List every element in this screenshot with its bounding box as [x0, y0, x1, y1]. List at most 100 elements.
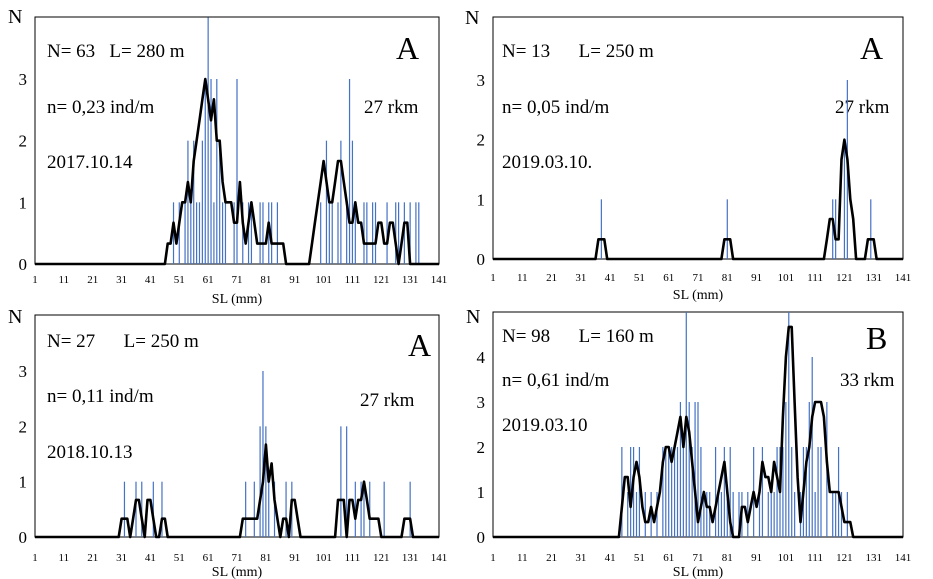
- series-line: [493, 325, 903, 539]
- smoothed-line-group: [35, 77, 439, 266]
- series-line: [35, 77, 439, 266]
- x-tick-label: 121: [373, 552, 390, 564]
- x-tick-label: 141: [895, 272, 912, 284]
- date-annotation: 2019.03.10: [502, 415, 588, 436]
- y-axis-label: N: [8, 6, 22, 28]
- smoothed-line-group: [35, 443, 439, 539]
- y-tick-label: 0: [19, 255, 28, 274]
- x-tick-label: 91: [289, 274, 300, 286]
- site-label: A: [408, 327, 431, 363]
- x-tick-label: 141: [431, 552, 448, 564]
- x-tick-label: 51: [174, 274, 185, 286]
- x-tick-label: 71: [693, 272, 704, 284]
- y-tick-labels: 0 1 2 3: [477, 71, 486, 269]
- y-tick-labels: 0 1 2 3: [19, 362, 28, 547]
- y-tick-label: 3: [477, 393, 486, 412]
- x-axis-title: SL (mm): [212, 292, 263, 307]
- x-tick-label: 61: [203, 552, 214, 564]
- rkm-annotation: 27 rkm: [360, 390, 415, 411]
- x-tick-label: 81: [260, 552, 271, 564]
- x-tick-label: 21: [87, 552, 98, 564]
- x-tick-label: 51: [174, 552, 185, 564]
- x-tick-labels: 1 11 21 31 41 51 61 71 81 91 101 111 121 131 141: [32, 274, 447, 286]
- x-tick-label: 91: [751, 552, 762, 564]
- x-tick-label: 41: [605, 552, 616, 564]
- rkm-annotation: 33 rkm: [840, 370, 895, 391]
- density-annotation: n= 0,05 ind/m: [502, 97, 610, 118]
- x-tick-label: 21: [546, 272, 557, 284]
- x-tick-label: 1: [490, 272, 496, 284]
- x-tick-label: 91: [751, 272, 762, 284]
- x-tick-label: 1: [32, 552, 38, 564]
- plot-frame: [34, 314, 440, 538]
- site-label: B: [866, 320, 887, 356]
- x-tick-label: 111: [345, 552, 361, 564]
- y-tick-label: 4: [477, 348, 486, 367]
- x-tick-label: 61: [203, 274, 214, 286]
- x-tick-label: 31: [575, 272, 586, 284]
- y-tick-label: 1: [19, 193, 28, 212]
- x-tick-label: 131: [402, 274, 419, 286]
- x-tick-label: 1: [32, 274, 38, 286]
- chart-panel-top-left: N N= 63 L= 280 m n= 0,23 ind/m 2017.10.1…: [8, 6, 447, 307]
- site-label: A: [396, 30, 419, 66]
- y-tick-label: 1: [477, 190, 486, 209]
- y-tick-labels: 0 1 2 3: [19, 70, 28, 274]
- x-tick-label: 51: [634, 272, 645, 284]
- y-tick-label: 3: [19, 70, 28, 89]
- x-tick-label: 11: [517, 552, 528, 564]
- x-tick-label: 101: [315, 274, 332, 286]
- x-tick-label: 131: [402, 552, 419, 564]
- x-tick-label: 101: [315, 552, 332, 564]
- x-tick-label: 51: [634, 552, 645, 564]
- x-tick-label: 121: [373, 274, 390, 286]
- site-label: A: [860, 30, 883, 66]
- smoothed-line-group: [493, 138, 903, 261]
- x-tick-label: 91: [289, 552, 300, 564]
- y-tick-label: 0: [19, 528, 28, 547]
- counts-annotation: N= 27 L= 250 m: [47, 331, 199, 352]
- x-tick-label: 131: [865, 552, 882, 564]
- x-tick-label: 111: [807, 552, 823, 564]
- date-annotation: 2019.03.10.: [502, 152, 592, 173]
- bars-group: [172, 17, 420, 264]
- date-annotation: 2018.10.13: [47, 442, 133, 463]
- x-tick-label: 101: [778, 552, 795, 564]
- y-tick-label: 1: [19, 473, 28, 492]
- y-axis-label: N: [465, 7, 479, 29]
- y-tick-label: 2: [19, 132, 28, 151]
- x-tick-label: 41: [145, 274, 156, 286]
- x-tick-labels: 1 11 21 31 41 51 61 71 81 91 101 111 121 131 141: [490, 552, 911, 564]
- series-line: [493, 138, 903, 261]
- y-tick-label: 0: [477, 250, 486, 269]
- x-tick-label: 131: [865, 272, 882, 284]
- y-tick-label: 2: [477, 438, 486, 457]
- x-tick-label: 11: [517, 272, 528, 284]
- chart-panel-bottom-left: N N= 27 L= 250 m n= 0,11 ind/m 2018.10.1…: [8, 306, 447, 579]
- smoothed-line-group: [493, 325, 903, 539]
- x-tick-label: 21: [87, 274, 98, 286]
- counts-annotation: N= 63 L= 280 m: [47, 41, 185, 62]
- x-axis-title: SL (mm): [673, 565, 724, 579]
- x-tick-label: 71: [693, 552, 704, 564]
- y-tick-labels: 0 1 2 3 4: [477, 348, 486, 547]
- x-tick-label: 41: [145, 552, 156, 564]
- rkm-annotation: 27 rkm: [364, 97, 419, 118]
- chart-panel-bottom-right: N N= 98 L= 160 m n= 0,61 ind/m 2019.03.1…: [466, 306, 911, 579]
- date-annotation: 2017.10.14: [47, 152, 133, 173]
- plot-frame: [492, 16, 904, 260]
- y-axis-label: N: [8, 306, 22, 328]
- y-tick-label: 3: [477, 71, 486, 90]
- y-tick-label: 3: [19, 362, 28, 381]
- x-tick-labels: 1 11 21 31 41 51 61 71 81 91 101 111 121 131 141: [32, 552, 447, 564]
- x-tick-label: 21: [546, 552, 557, 564]
- x-tick-label: 111: [807, 272, 823, 284]
- density-annotation: n= 0,11 ind/m: [47, 386, 154, 407]
- rkm-annotation: 27 rkm: [835, 97, 890, 118]
- series-line: [35, 443, 439, 539]
- x-tick-label: 121: [836, 272, 853, 284]
- x-tick-label: 11: [59, 274, 70, 286]
- y-tick-label: 2: [477, 131, 486, 150]
- x-tick-label: 111: [345, 274, 361, 286]
